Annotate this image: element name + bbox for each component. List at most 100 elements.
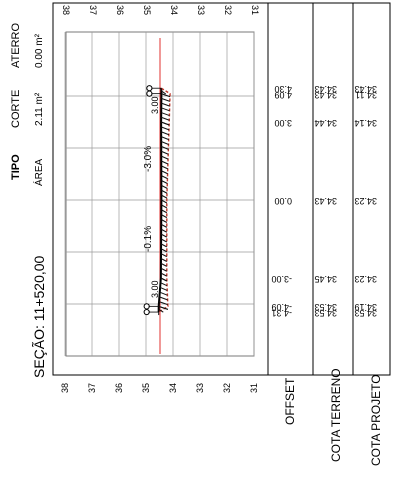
project-profile (158, 87, 171, 313)
cut-hatch (161, 219, 168, 223)
elevation-tick-top: 35 (142, 5, 152, 16)
cut-hatch (160, 126, 170, 131)
cut-hatch (161, 150, 169, 155)
offset-marker (143, 303, 150, 310)
area-label: ÁREA (34, 158, 45, 186)
table-cell-projeto: 34.23 (354, 274, 377, 284)
cut-hatch (161, 107, 170, 112)
cut-hatch (161, 209, 168, 214)
point-markers (143, 85, 162, 316)
column-header-offset: OFFSET (283, 377, 297, 425)
tipo-label: TIPO (10, 154, 22, 180)
column-header-cota-projeto: COTA PROJETO (369, 374, 383, 466)
cut-hatch (160, 121, 170, 126)
cut-hatch (161, 204, 168, 209)
cut-hatch (161, 155, 169, 160)
offset-marker (146, 90, 153, 97)
column-header-cota-terreno: COTA TERRENO (329, 368, 343, 462)
cut-hatch (161, 165, 169, 170)
cut-hatch (159, 296, 168, 301)
table-cell-projeto: 34.14 (354, 118, 377, 128)
cut-hatch (160, 267, 168, 272)
cut-hatch (161, 160, 169, 165)
cut-hatch (160, 223, 168, 228)
cut-hatch (161, 145, 169, 150)
cut-hatch (160, 282, 168, 287)
table-cell-terreno: 34.44 (314, 118, 337, 128)
table-cell-projeto: 34.23 (354, 196, 377, 206)
elevation-tick-top: 32 (223, 5, 233, 16)
cut-hatch (160, 277, 168, 282)
cut-hatch (161, 112, 170, 117)
elevation-tick-bottom: 31 (249, 382, 259, 393)
aterro-value: 0.00 m² (34, 34, 45, 68)
slope-upper-label: -3.0% (143, 145, 154, 172)
ref-lower-label: 3.00 (150, 280, 160, 298)
cut-hatch (160, 116, 170, 121)
elevation-tick-bottom: 36 (114, 382, 124, 393)
cut-hatch (160, 262, 168, 267)
cut-hatch (160, 253, 168, 258)
table-cell-offset: 4.09 (274, 89, 292, 100)
cut-hatch (161, 90, 166, 95)
elevation-grid (64, 32, 255, 356)
cut-hatch (161, 141, 169, 145)
cut-hatch (161, 199, 168, 204)
elevation-tick-bottom: 34 (168, 382, 178, 393)
section-profiles (157, 87, 171, 316)
sheet-frame (52, 2, 391, 376)
cut-hatch (161, 170, 168, 175)
corte-label: CORTE (10, 89, 22, 128)
elevation-tick-bottom: 33 (195, 382, 205, 393)
cut-hatch (160, 258, 168, 262)
cut-hatch (161, 184, 168, 189)
table-cell-projeto: 34.53 (354, 308, 377, 319)
offset-marker (143, 308, 150, 316)
elevation-tick-top: 38 (61, 5, 71, 16)
table-cell-terreno: 34.53 (314, 308, 337, 319)
cut-hatch (161, 175, 168, 180)
cut-hatch (160, 238, 168, 243)
cut-hatch (161, 93, 171, 98)
aterro-label: ATERRO (10, 22, 22, 68)
table-cell-offset: -4.31 (271, 308, 292, 319)
elevation-tick-bottom: 32 (222, 382, 232, 393)
slope-lower-label: -0.1% (143, 225, 154, 252)
cut-hatch (159, 286, 168, 291)
cut-hatch (159, 291, 168, 296)
cut-hatch (160, 248, 168, 253)
elevation-tick-bottom: 37 (87, 382, 97, 393)
cut-hatch (160, 233, 168, 238)
cut-hatch (160, 131, 170, 136)
cut-hatch (160, 136, 169, 141)
table-cell-terreno: 34.43 (314, 89, 337, 100)
elevation-tick-top: 33 (196, 5, 206, 16)
cut-hatch (161, 102, 170, 107)
table-cell-projeto: 34.11 (355, 89, 377, 100)
table-cell-terreno: 34.45 (314, 274, 337, 284)
cut-hatch (158, 301, 168, 306)
elevation-tick-top: 36 (115, 5, 125, 16)
table-cell-offset: -3.00 (271, 274, 292, 284)
ref-upper-label: 3.00 (150, 96, 160, 114)
elevation-tick-top: 37 (88, 5, 98, 16)
elevation-tick-top: 34 (169, 5, 179, 16)
cut-hatch (161, 214, 168, 219)
cut-hatch (158, 308, 164, 313)
cut-hatch (160, 272, 168, 277)
cut-hatch (161, 194, 168, 199)
cut-hatch (160, 243, 168, 248)
table-cell-terreno: 34.43 (314, 196, 337, 206)
section-title: SEÇÃO: 11+520,00 (31, 255, 47, 378)
elevation-tick-top: 31 (250, 5, 260, 16)
corte-value: 2.11 m² (34, 92, 45, 126)
table-cell-offset: 3.00 (274, 118, 292, 128)
cut-hatch (158, 305, 169, 310)
elevation-tick-bottom: 38 (60, 382, 70, 393)
cut-hatch (161, 180, 168, 184)
offset-marker (146, 85, 153, 92)
table-cell-offset: 0.00 (274, 196, 292, 206)
elevation-tick-bottom: 35 (141, 382, 151, 393)
